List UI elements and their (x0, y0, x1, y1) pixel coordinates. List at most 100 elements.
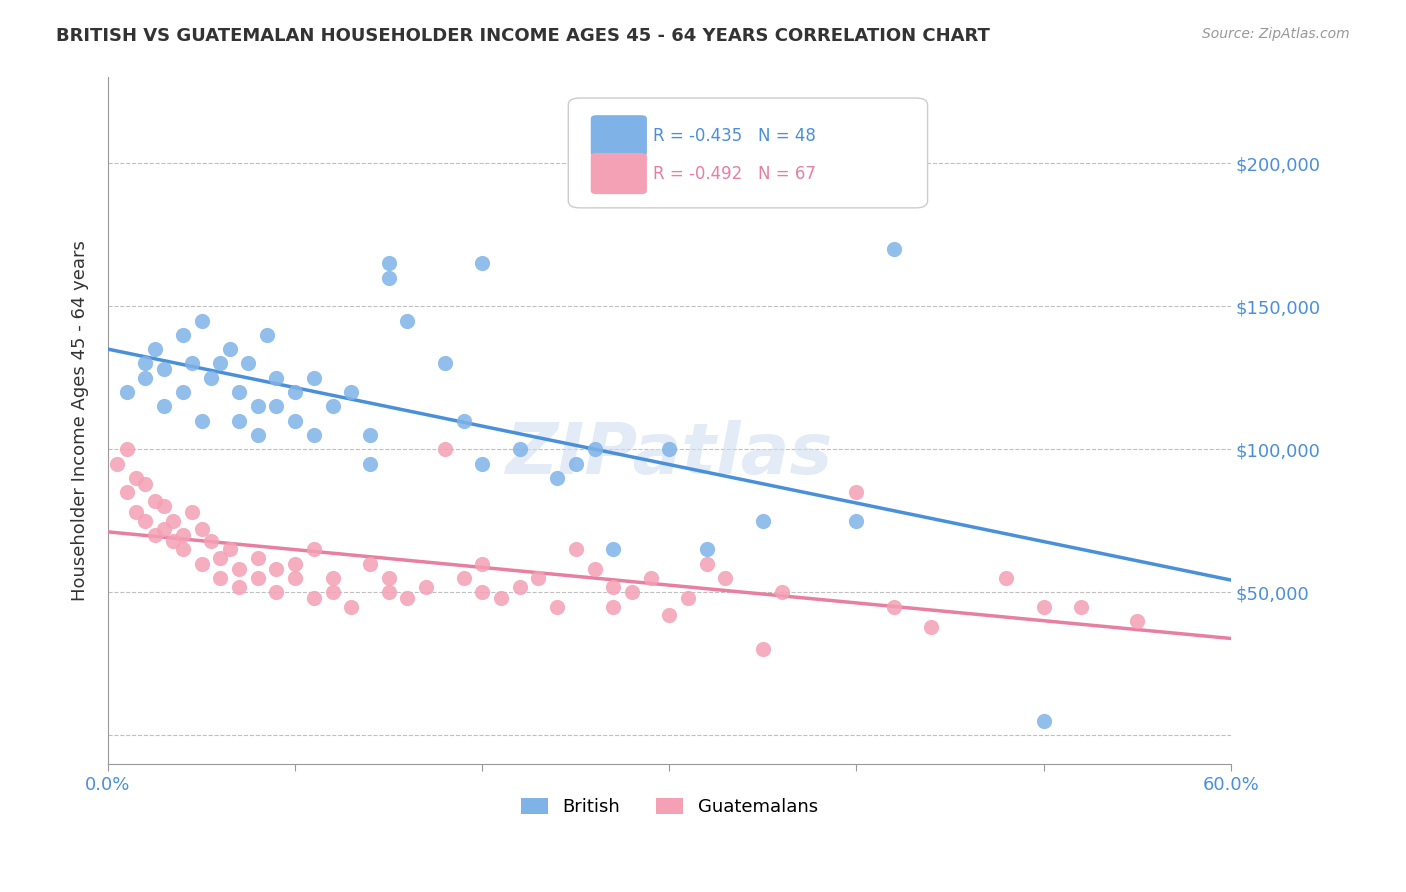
Point (322, 400, 344, 414)
Text: Source: ZipAtlas.com: Source: ZipAtlas.com (1202, 27, 1350, 41)
Point (845, 485, 868, 500)
Point (527, 571, 550, 585)
Point (153, 522, 176, 536)
Point (377, 256, 399, 270)
Point (209, 356, 232, 370)
Point (696, 557, 718, 571)
Point (546, 599, 568, 614)
Point (162, 533, 184, 548)
Point (377, 571, 399, 585)
Point (658, 442, 681, 457)
Point (143, 528, 166, 542)
Point (359, 557, 381, 571)
Point (218, 342, 240, 356)
Point (920, 619, 942, 633)
Point (143, 493, 166, 508)
Point (153, 400, 176, 414)
Point (696, 542, 718, 557)
Point (209, 571, 232, 585)
Point (583, 442, 606, 457)
Point (377, 585, 399, 599)
Point (115, 485, 138, 500)
Point (162, 514, 184, 528)
Point (658, 608, 681, 623)
Point (266, 370, 288, 384)
Text: BRITISH VS GUATEMALAN HOUSEHOLDER INCOME AGES 45 - 64 YEARS CORRELATION CHART: BRITISH VS GUATEMALAN HOUSEHOLDER INCOME… (56, 27, 990, 45)
Point (620, 585, 643, 599)
Point (676, 591, 699, 605)
Point (302, 370, 325, 384)
Point (602, 599, 624, 614)
Point (453, 571, 475, 585)
Text: R = -0.435   N = 48: R = -0.435 N = 48 (652, 127, 815, 145)
Point (284, 571, 307, 585)
Point (190, 414, 212, 428)
Point (509, 442, 531, 457)
Point (1032, 714, 1054, 728)
Point (322, 585, 344, 599)
Point (340, 599, 363, 614)
Point (602, 580, 624, 594)
Legend: British, Guatemalans: British, Guatemalans (513, 790, 825, 823)
Point (115, 384, 138, 399)
Point (396, 313, 419, 327)
Point (172, 384, 194, 399)
Point (415, 580, 437, 594)
Point (172, 542, 194, 557)
Point (284, 557, 307, 571)
Point (433, 356, 456, 370)
Point (200, 533, 222, 548)
Point (190, 522, 212, 536)
Point (190, 313, 212, 327)
Point (134, 514, 156, 528)
Point (770, 585, 793, 599)
Point (218, 542, 240, 557)
Point (125, 505, 148, 519)
Point (396, 591, 419, 605)
Point (266, 562, 288, 576)
Point (471, 256, 494, 270)
Point (1032, 599, 1054, 614)
Point (246, 428, 269, 442)
Point (640, 571, 662, 585)
Point (266, 400, 288, 414)
Point (134, 356, 156, 370)
Point (565, 542, 588, 557)
FancyBboxPatch shape (591, 153, 647, 194)
Point (471, 457, 494, 471)
Point (172, 327, 194, 342)
Point (143, 342, 166, 356)
Point (433, 442, 456, 457)
Point (471, 557, 494, 571)
Text: ZIPatlas: ZIPatlas (506, 420, 832, 490)
Point (302, 542, 325, 557)
Point (995, 571, 1018, 585)
Point (228, 562, 250, 576)
Point (134, 476, 156, 491)
Point (845, 514, 868, 528)
Point (153, 500, 176, 514)
Point (453, 414, 475, 428)
Point (714, 571, 737, 585)
Point (228, 384, 250, 399)
Point (228, 580, 250, 594)
Point (340, 384, 363, 399)
Point (752, 642, 775, 657)
Point (134, 370, 156, 384)
Point (752, 514, 775, 528)
Point (1070, 599, 1092, 614)
Text: R = -0.492   N = 67: R = -0.492 N = 67 (652, 164, 815, 183)
Point (153, 362, 176, 376)
Point (471, 585, 494, 599)
Point (115, 442, 138, 457)
Point (883, 242, 905, 256)
Y-axis label: Householder Income Ages 45 - 64 years: Householder Income Ages 45 - 64 years (72, 240, 89, 601)
Point (228, 414, 250, 428)
Point (489, 591, 512, 605)
Point (1126, 614, 1149, 628)
Point (181, 505, 204, 519)
Point (883, 599, 905, 614)
Point (284, 384, 307, 399)
Point (125, 471, 148, 485)
FancyBboxPatch shape (591, 115, 647, 156)
